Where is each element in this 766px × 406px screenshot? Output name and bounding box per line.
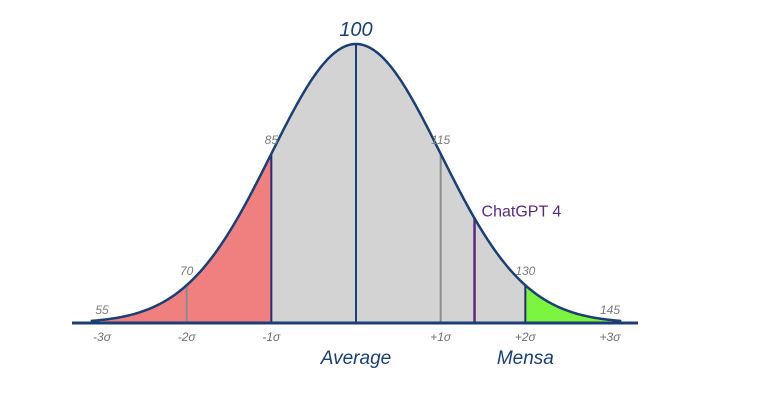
regions-layer bbox=[102, 44, 610, 323]
sigma-tick-+3σ: +3σ bbox=[600, 330, 622, 344]
region-below-85 bbox=[102, 153, 272, 323]
iq-label-130: 130 bbox=[515, 264, 535, 278]
sigma-tick--2σ: -2σ bbox=[178, 330, 197, 344]
iq-label-145: 145 bbox=[600, 303, 620, 317]
bell-curve bbox=[90, 42, 622, 323]
iq-label-55: 55 bbox=[95, 303, 109, 317]
region-mid bbox=[271, 44, 526, 323]
region-mensa bbox=[525, 285, 610, 323]
iq-label-115: 115 bbox=[431, 133, 450, 147]
sigma-tick-+2σ: +2σ bbox=[515, 330, 537, 344]
iq-label-70: 70 bbox=[180, 264, 194, 278]
sigma-tick-+1σ: +1σ bbox=[430, 330, 452, 344]
region-label-average: Average bbox=[320, 348, 391, 369]
iq-label-100: 100 bbox=[339, 19, 372, 41]
region-label-mensa: Mensa bbox=[497, 348, 554, 369]
labels-layer: 55 70 85 100 115 130 145 -3σ -2σ -1σ +1σ +2σ +3σ Aver… bbox=[93, 19, 621, 369]
iq-label-85: 85 bbox=[265, 133, 279, 147]
vertical-lines-layer bbox=[185, 44, 527, 323]
sigma-tick--1σ: -1σ bbox=[262, 330, 281, 344]
sigma-tick--3σ: -3σ bbox=[93, 330, 112, 344]
marker-label: ChatGPT 4 bbox=[482, 203, 562, 220]
